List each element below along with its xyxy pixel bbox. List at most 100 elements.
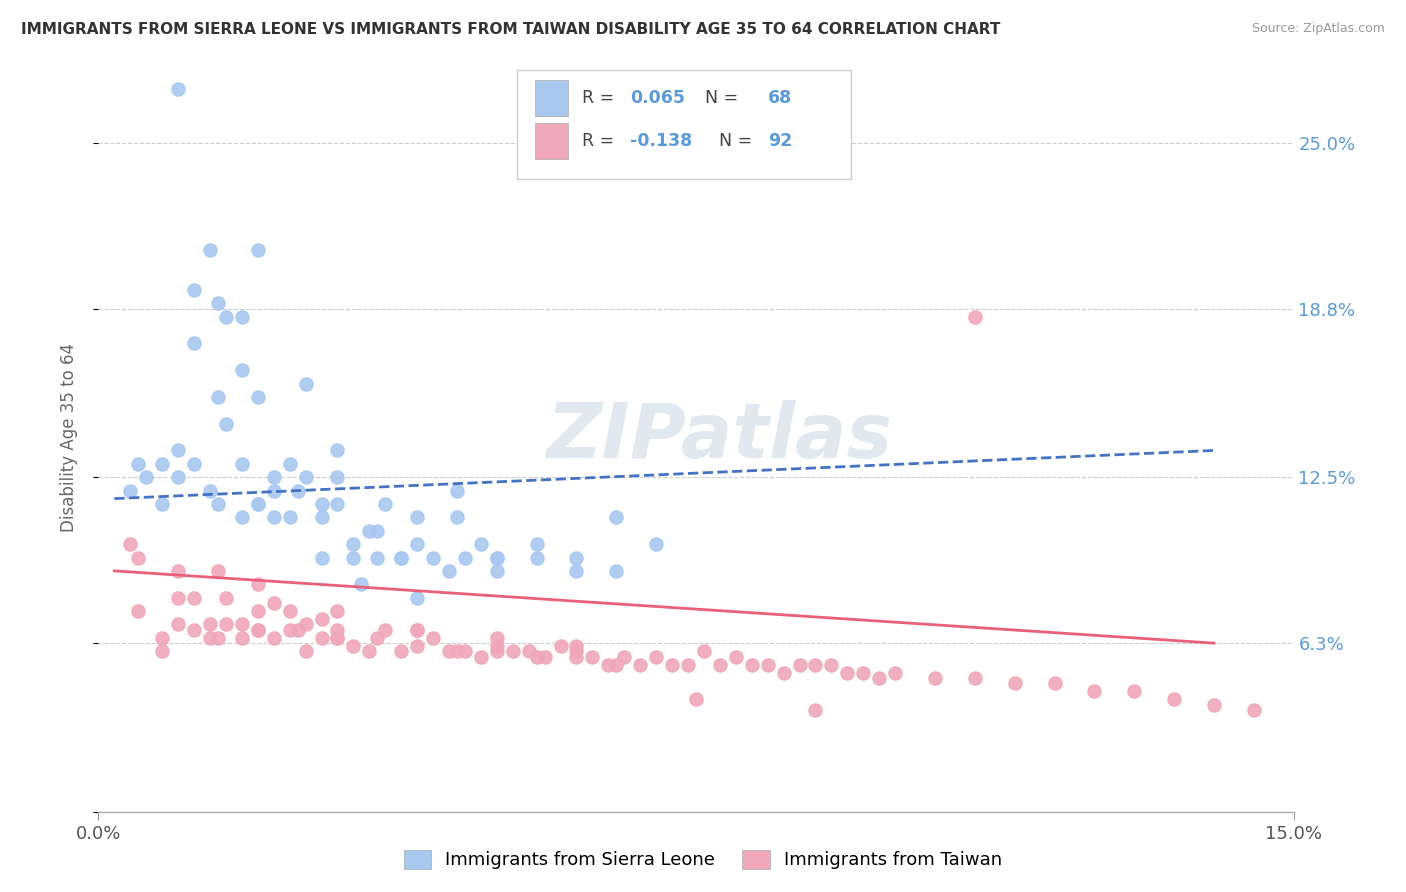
Point xyxy=(231,510,253,524)
Point xyxy=(311,550,333,565)
Point xyxy=(326,443,349,458)
Point xyxy=(406,537,429,551)
Point xyxy=(804,657,827,672)
Point xyxy=(422,550,444,565)
Point xyxy=(207,564,229,578)
Point xyxy=(446,483,468,498)
Point xyxy=(150,457,173,471)
Point xyxy=(406,510,429,524)
Text: Source: ZipAtlas.com: Source: ZipAtlas.com xyxy=(1251,22,1385,36)
Point xyxy=(311,497,333,511)
Text: ZIPatlas: ZIPatlas xyxy=(547,401,893,474)
Point xyxy=(605,510,627,524)
Point xyxy=(183,283,205,297)
Point xyxy=(406,623,429,637)
Point xyxy=(581,649,603,664)
Point xyxy=(517,644,540,658)
Point xyxy=(366,631,388,645)
Point xyxy=(263,470,285,484)
Legend: Immigrants from Sierra Leone, Immigrants from Taiwan: Immigrants from Sierra Leone, Immigrants… xyxy=(395,841,1011,879)
Point xyxy=(231,310,253,324)
Point xyxy=(246,497,269,511)
Point xyxy=(446,510,468,524)
Point xyxy=(278,510,301,524)
Point xyxy=(198,617,221,632)
Point xyxy=(485,644,508,658)
Point xyxy=(198,631,221,645)
Point xyxy=(741,657,763,672)
Point xyxy=(406,623,429,637)
Point xyxy=(645,649,668,664)
Point xyxy=(852,665,875,680)
Point xyxy=(963,310,986,324)
Y-axis label: Disability Age 35 to 64: Disability Age 35 to 64 xyxy=(59,343,77,532)
Point xyxy=(246,390,269,404)
Point xyxy=(215,310,238,324)
Point xyxy=(294,376,316,391)
Point xyxy=(406,639,429,653)
Point xyxy=(709,657,731,672)
Point xyxy=(135,470,157,484)
Point xyxy=(565,550,588,565)
Point xyxy=(326,631,349,645)
Point xyxy=(167,443,190,458)
Point xyxy=(526,537,548,551)
Point xyxy=(565,639,588,653)
Point xyxy=(198,243,221,257)
Point xyxy=(294,644,316,658)
Point xyxy=(287,483,309,498)
Point xyxy=(215,591,238,605)
FancyBboxPatch shape xyxy=(534,123,568,159)
Point xyxy=(756,657,779,672)
Point xyxy=(231,457,253,471)
Text: IMMIGRANTS FROM SIERRA LEONE VS IMMIGRANTS FROM TAIWAN DISABILITY AGE 35 TO 64 C: IMMIGRANTS FROM SIERRA LEONE VS IMMIGRAN… xyxy=(21,22,1001,37)
Point xyxy=(326,604,349,618)
Text: R =: R = xyxy=(582,88,620,107)
Point xyxy=(924,671,946,685)
Point xyxy=(502,644,524,658)
Point xyxy=(120,537,142,551)
Point xyxy=(231,631,253,645)
Point xyxy=(311,612,333,626)
Point xyxy=(485,631,508,645)
Point xyxy=(485,639,508,653)
Text: 0.065: 0.065 xyxy=(630,88,685,107)
Point xyxy=(963,671,986,685)
Point xyxy=(207,390,229,404)
Point xyxy=(693,644,716,658)
Point xyxy=(342,537,364,551)
Point xyxy=(1163,692,1185,706)
Point xyxy=(350,577,373,591)
Point xyxy=(613,649,636,664)
Text: R =: R = xyxy=(582,132,620,150)
Point xyxy=(437,644,460,658)
Point xyxy=(278,457,301,471)
Point xyxy=(359,524,381,538)
Text: 68: 68 xyxy=(768,88,792,107)
Point xyxy=(605,564,627,578)
Point xyxy=(215,417,238,431)
Point xyxy=(1243,703,1265,717)
Point xyxy=(150,631,173,645)
Point xyxy=(287,623,309,637)
Point xyxy=(526,550,548,565)
Point xyxy=(389,550,412,565)
Point xyxy=(437,564,460,578)
Point xyxy=(120,483,142,498)
Point xyxy=(389,644,412,658)
Point xyxy=(167,564,190,578)
Point xyxy=(246,623,269,637)
Point xyxy=(422,631,444,645)
Point xyxy=(263,596,285,610)
FancyBboxPatch shape xyxy=(517,70,852,178)
Point xyxy=(1004,676,1026,690)
Point xyxy=(183,623,205,637)
Point xyxy=(374,497,396,511)
Point xyxy=(837,665,859,680)
Point xyxy=(246,243,269,257)
Point xyxy=(231,617,253,632)
Text: N =: N = xyxy=(693,88,744,107)
Point xyxy=(183,336,205,351)
Point xyxy=(326,631,349,645)
Point xyxy=(454,644,477,658)
